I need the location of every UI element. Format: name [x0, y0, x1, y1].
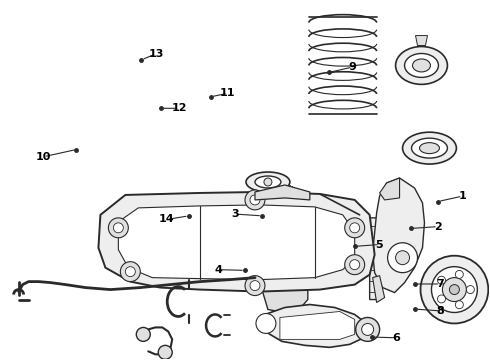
Circle shape	[125, 267, 135, 276]
Ellipse shape	[255, 176, 281, 188]
Polygon shape	[416, 36, 427, 45]
Circle shape	[466, 285, 474, 293]
Text: 2: 2	[434, 222, 442, 231]
Circle shape	[432, 267, 477, 312]
Ellipse shape	[419, 143, 440, 154]
Ellipse shape	[246, 172, 290, 192]
Ellipse shape	[395, 46, 447, 84]
Circle shape	[362, 323, 374, 336]
Text: 11: 11	[220, 88, 236, 98]
Circle shape	[264, 178, 272, 186]
Text: 7: 7	[437, 279, 444, 289]
Polygon shape	[262, 260, 308, 315]
Circle shape	[455, 270, 464, 278]
Ellipse shape	[413, 59, 431, 72]
Text: 1: 1	[459, 191, 466, 201]
Ellipse shape	[405, 54, 439, 77]
Circle shape	[438, 276, 445, 284]
Circle shape	[395, 251, 410, 265]
Circle shape	[455, 301, 464, 309]
Text: 12: 12	[172, 103, 187, 113]
Circle shape	[420, 256, 489, 323]
Polygon shape	[372, 178, 424, 293]
Circle shape	[350, 260, 360, 270]
Polygon shape	[272, 210, 308, 275]
Circle shape	[250, 280, 260, 291]
Text: 6: 6	[392, 333, 400, 343]
Text: 9: 9	[348, 62, 356, 72]
Circle shape	[438, 295, 445, 303]
Text: 5: 5	[375, 239, 383, 249]
Polygon shape	[361, 218, 389, 300]
Text: 10: 10	[36, 152, 51, 162]
Polygon shape	[265, 305, 368, 347]
Circle shape	[108, 218, 128, 238]
Text: 4: 4	[214, 265, 222, 275]
Polygon shape	[372, 276, 385, 302]
Circle shape	[345, 218, 365, 238]
Polygon shape	[119, 205, 355, 280]
Ellipse shape	[403, 132, 456, 164]
Circle shape	[136, 328, 150, 341]
Circle shape	[356, 318, 380, 341]
Circle shape	[158, 345, 172, 359]
Circle shape	[256, 314, 276, 333]
Circle shape	[250, 195, 260, 205]
Text: 3: 3	[231, 209, 239, 219]
Circle shape	[345, 255, 365, 275]
Circle shape	[121, 262, 140, 282]
Polygon shape	[255, 185, 310, 200]
Circle shape	[442, 278, 466, 302]
Polygon shape	[280, 311, 355, 339]
Ellipse shape	[412, 138, 447, 158]
Circle shape	[449, 285, 460, 294]
Circle shape	[245, 276, 265, 296]
Text: 14: 14	[159, 215, 174, 224]
Polygon shape	[98, 192, 375, 292]
Circle shape	[113, 223, 123, 233]
Text: 13: 13	[148, 49, 164, 59]
Polygon shape	[380, 178, 399, 200]
Text: 8: 8	[437, 306, 444, 316]
Circle shape	[388, 243, 417, 273]
Circle shape	[245, 190, 265, 210]
Circle shape	[350, 223, 360, 233]
